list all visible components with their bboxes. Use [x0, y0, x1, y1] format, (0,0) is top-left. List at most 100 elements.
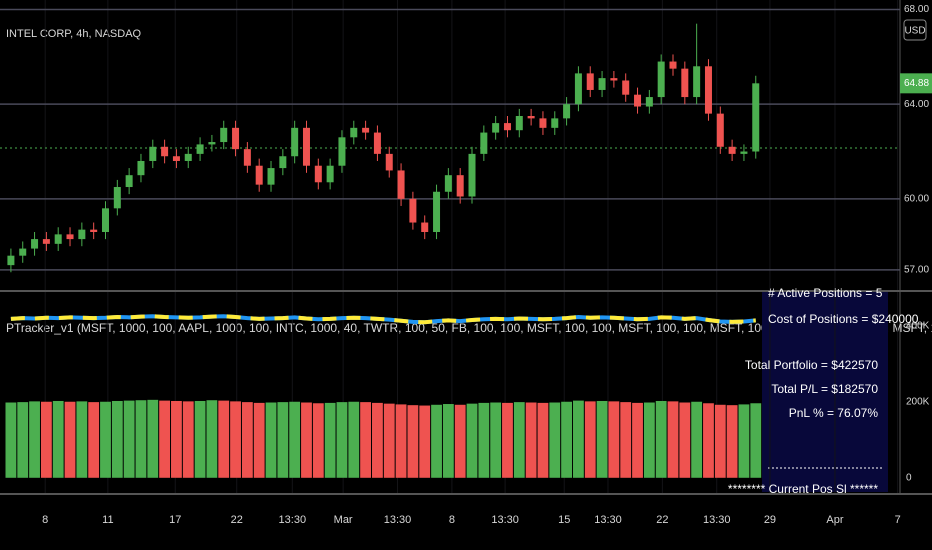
candle-body	[397, 170, 405, 199]
histogram-bar	[383, 403, 395, 478]
candle-body	[208, 142, 216, 145]
candle-body	[54, 234, 62, 244]
candle-body	[563, 104, 571, 119]
histogram-bar	[372, 402, 383, 478]
histogram-bar	[573, 400, 584, 478]
last-price-box	[900, 73, 932, 94]
candle-body	[752, 83, 760, 152]
histogram-bar	[253, 402, 265, 478]
info-panel	[762, 292, 888, 492]
candle-body	[645, 97, 653, 107]
histogram-bar	[750, 403, 762, 478]
x-tick-label: 13:30	[594, 514, 622, 526]
candle-body	[101, 208, 109, 232]
histogram-bar	[277, 402, 289, 478]
histogram-bar	[5, 402, 17, 478]
y-tick-label: 400K	[906, 320, 930, 331]
indicator-line-overlay	[10, 314, 756, 325]
candle-body	[740, 151, 748, 154]
candle-body	[527, 116, 535, 119]
candle-body	[90, 229, 98, 232]
candle-body	[362, 127, 370, 133]
histogram-bar	[135, 400, 147, 478]
candle-body	[409, 198, 417, 223]
candle-body	[480, 132, 488, 154]
histogram-bar	[52, 400, 64, 478]
histogram-bar	[17, 402, 29, 478]
candle-body	[220, 127, 228, 143]
y-tick-label: 68.00	[904, 4, 929, 15]
x-tick-label: 29	[764, 514, 776, 526]
candle-body	[622, 80, 630, 95]
candle-body	[492, 123, 500, 133]
histogram-bar	[395, 404, 407, 478]
info-line: # Active Positions = 5	[768, 286, 883, 300]
histogram-bar	[525, 402, 537, 478]
candle-body	[728, 146, 736, 154]
candle-body	[704, 66, 712, 114]
info-line: Total Portfolio = $422570	[745, 358, 878, 372]
candle-body	[551, 118, 559, 128]
histogram-bar	[111, 400, 123, 478]
candle-body	[421, 222, 429, 232]
candle-body	[243, 149, 251, 166]
candle-body	[539, 118, 547, 128]
x-tick-label: Mar	[334, 514, 353, 526]
candle-body	[255, 165, 263, 185]
candle-body	[78, 229, 86, 240]
y-tick-label: 0	[906, 472, 912, 483]
histogram-bar	[454, 404, 466, 478]
candle-body	[232, 127, 240, 150]
info-line: Total P/L = $182570	[771, 382, 878, 396]
candle-body	[66, 234, 74, 240]
candle-body	[669, 61, 677, 69]
currency-badge[interactable]	[903, 19, 927, 41]
histogram-bar	[561, 401, 573, 478]
candle-body	[149, 146, 157, 161]
candle-body	[326, 165, 334, 183]
histogram-bar	[360, 402, 372, 478]
candle-body	[196, 144, 204, 154]
x-tick-label: 8	[449, 514, 455, 526]
candle-body	[19, 248, 27, 256]
histogram-bar	[407, 405, 419, 478]
x-tick-label: 11	[102, 514, 113, 526]
info-line: Cost of Positions = $240000	[768, 312, 919, 326]
histogram-bar	[230, 401, 241, 478]
histogram-bar	[643, 402, 655, 478]
candle-body	[598, 78, 606, 90]
info-line: ******** Current Pos Sl ******	[728, 482, 878, 496]
histogram-bar	[29, 401, 40, 478]
x-tick-label: 13:30	[491, 514, 519, 526]
x-tick-label: 13:30	[703, 514, 731, 526]
candle-body	[302, 127, 310, 166]
histogram-bar	[194, 400, 206, 478]
histogram-bar	[289, 401, 301, 478]
candle-body	[267, 168, 275, 185]
candle-body	[468, 153, 476, 197]
candle-body	[586, 73, 594, 90]
histogram-bar	[738, 404, 750, 478]
candle-body	[137, 160, 145, 176]
candle-body	[693, 66, 701, 98]
histogram-bar	[419, 405, 431, 478]
histogram-bar	[171, 400, 182, 478]
histogram-bar	[312, 403, 324, 478]
histogram-bar	[490, 402, 502, 478]
y-tick-label: 57.00	[904, 265, 929, 276]
x-tick-label: 17	[169, 514, 181, 526]
candle-body	[7, 255, 15, 266]
histogram-bar	[703, 403, 714, 478]
histogram-bar	[584, 401, 596, 478]
histogram-bar	[100, 401, 111, 478]
histogram-bar	[442, 404, 454, 478]
x-tick-label: Apr	[826, 514, 843, 526]
histogram-bar	[123, 400, 135, 478]
candle-body	[385, 153, 393, 171]
histogram-bar	[537, 402, 549, 478]
histogram-bar	[478, 402, 490, 478]
candle-body	[610, 78, 618, 81]
x-tick-label: 22	[656, 514, 668, 526]
